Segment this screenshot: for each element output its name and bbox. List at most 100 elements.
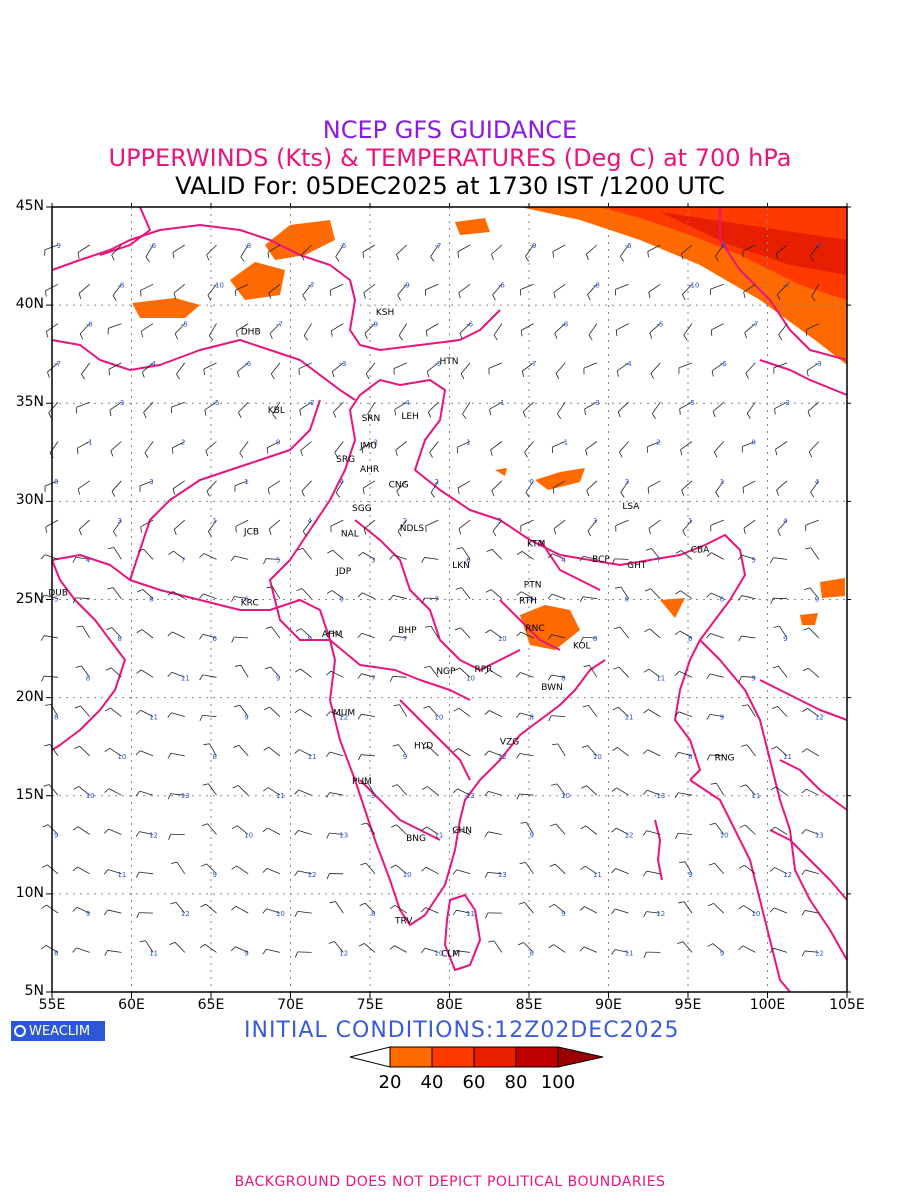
svg-text:6: 6 [688,635,693,643]
lon-label: 105E [829,997,865,1013]
svg-text:-7: -7 [530,360,537,368]
valid-time: VALID For: 05DEC2025 at 1730 IST /1200 U… [175,172,725,200]
svg-text:4: 4 [561,556,566,564]
footer-disclaimer: BACKGROUND DOES NOT DEPICT POLITICAL BOU… [234,1174,666,1190]
svg-text:-6: -6 [466,321,474,329]
svg-text:8: 8 [371,910,375,918]
lon-label: 55E [38,997,66,1013]
svg-text:3: 3 [593,517,597,525]
svg-text:1: 1 [720,478,724,486]
svg-text:6: 6 [720,596,725,604]
svg-text:8: 8 [213,753,217,761]
station-label: KRC [241,598,259,608]
station-label: RNG [715,753,735,763]
wind-speed-shading [132,207,847,650]
svg-text:11: 11 [308,753,317,761]
station-label: CLM [441,950,460,960]
svg-text:9: 9 [530,832,534,840]
lat-label: 30N [15,492,44,509]
map-title: NCEP GFS GUIDANCE [322,116,578,144]
svg-text:10: 10 [466,674,475,682]
svg-text:9: 9 [54,832,58,840]
station-label: CBA [691,545,710,555]
station-label: GHT [627,561,647,571]
svg-text:9: 9 [751,674,755,682]
svg-text:-1: -1 [86,439,93,447]
svg-text:10: 10 [720,832,729,840]
station-label: PTN [524,581,542,591]
coastline-boundaries [51,206,848,993]
svg-text:13: 13 [656,792,665,800]
svg-text:11: 11 [117,871,126,879]
station-label: KBL [268,406,285,416]
svg-text:-1: -1 [561,439,568,447]
svg-text:7: 7 [181,556,185,564]
lat-label: 45N [15,198,44,214]
svg-text:-2: -2 [783,399,790,407]
colorbar [349,1046,604,1068]
station-label: KTM [527,540,545,550]
svg-text:12: 12 [339,714,348,722]
svg-text:3: 3 [371,556,375,564]
station-label: NAL [341,530,359,540]
station-label: KSH [376,308,394,318]
station-label: LKN [452,561,470,571]
lat-label: 10N [15,884,44,901]
map-subtitle: UPPERWINDS (Kts) & TEMPERATURES (Deg C) … [108,144,792,172]
svg-text:13: 13 [339,832,348,840]
station-label: HTN [440,357,459,367]
lat-label: 20N [15,688,44,705]
svg-text:0: 0 [54,478,58,486]
station-label: BCP [592,555,610,565]
svg-text:7: 7 [434,596,438,604]
lon-label: 95E [674,997,702,1013]
station-label: PUM [352,777,372,787]
svg-text:7: 7 [656,556,660,564]
wind-barbs [40,244,820,958]
lon-label: 90E [595,997,622,1013]
svg-text:11: 11 [593,871,602,879]
svg-text:9: 9 [244,949,248,957]
weaclim-logo: WEACLIM [11,1021,105,1041]
svg-text:-5: -5 [181,321,188,329]
lon-label: 75E [356,997,384,1013]
svg-text:8: 8 [54,949,58,957]
svg-text:-4: -4 [403,399,411,407]
svg-text:-9: -9 [530,242,537,250]
svg-text:10: 10 [403,871,412,879]
station-label: MUM [333,708,355,718]
svg-text:12: 12 [815,714,824,722]
svg-text:8: 8 [54,714,58,722]
station-label: AHR [360,465,379,475]
lat-label: 35N [15,394,44,411]
station-label: JDP [335,567,352,577]
svg-text:9: 9 [815,596,819,604]
station-label: JMU [359,441,377,451]
svg-text:-5: -5 [434,360,441,368]
svg-text:-5: -5 [213,399,220,407]
station-label: LSA [622,502,640,512]
svg-text:-3: -3 [117,399,124,407]
svg-text:12: 12 [815,949,824,957]
svg-text:2: 2 [656,439,660,447]
station-label: NDLS [400,524,425,534]
svg-text:6: 6 [213,635,218,643]
svg-text:-3: -3 [815,360,822,368]
svg-text:9: 9 [720,714,724,722]
station-label: AHM [322,630,343,640]
station-label: CHN [452,826,472,836]
svg-text:-4: -4 [625,360,633,368]
logo-text: WEACLIM [29,1023,91,1039]
svg-text:13: 13 [815,832,824,840]
svg-text:11: 11 [625,714,634,722]
svg-text:-5: -5 [656,321,663,329]
initial-conditions: INITIAL CONDITIONS:12Z02DEC2025 [244,1018,680,1043]
svg-text:8: 8 [688,753,692,761]
svg-text:-5: -5 [688,399,695,407]
svg-text:6: 6 [466,556,471,564]
svg-text:9: 9 [308,635,312,643]
svg-text:8: 8 [625,596,629,604]
svg-text:-8: -8 [593,281,600,289]
lat-label: 40N [15,296,44,313]
svg-text:11: 11 [656,674,665,682]
